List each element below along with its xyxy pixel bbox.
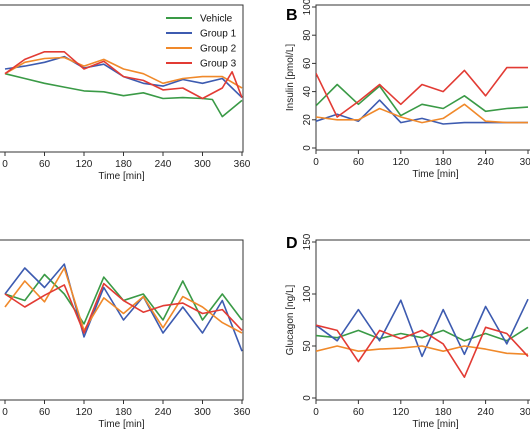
plot-frame — [315, 239, 530, 401]
x-tick-label: 120 — [76, 159, 93, 170]
x-tick-label: 0 — [2, 407, 8, 418]
series-line-vehicle — [316, 83, 529, 117]
series-line-group-3 — [4, 282, 243, 334]
y-tick-label: 100 — [302, 285, 313, 302]
series-line-vehicle — [316, 326, 529, 342]
x-tick-label: 120 — [392, 407, 409, 418]
x-tick-label: 240 — [155, 159, 172, 170]
series-line-group-1 — [316, 298, 529, 358]
x-tick-label: 240 — [155, 407, 172, 418]
legend-label: Group 3 — [200, 59, 237, 70]
x-tick-label: 180 — [115, 159, 132, 170]
series-line-group-1 — [4, 263, 243, 352]
x-tick-label: 120 — [76, 407, 93, 418]
x-axis-label: Time [min] — [412, 169, 459, 180]
legend-label: Vehicle — [200, 14, 233, 25]
x-tick-label: 60 — [39, 407, 51, 418]
series-line-group-3 — [316, 324, 529, 379]
series-line-group-2 — [4, 56, 243, 89]
x-tick-label: 360 — [234, 159, 251, 170]
y-axis-label: Insulin [pmol/L] — [285, 44, 296, 111]
x-tick-label: 300 — [194, 407, 211, 418]
y-tick-label: 100 — [302, 0, 313, 15]
series-line-group-2 — [316, 103, 528, 124]
panel-letter: D — [286, 235, 298, 252]
x-tick-label: 0 — [2, 159, 8, 170]
x-tick-label: 120 — [392, 157, 409, 168]
x-axis-label: Time [min] — [98, 419, 145, 430]
legend: Vehicle Group 1 Group 2 Group 3 — [166, 14, 237, 70]
x-tick-label: 360 — [234, 407, 251, 418]
x-tick-label: 240 — [477, 157, 494, 168]
y-tick-label: 80 — [302, 29, 313, 41]
y-tick-label: 60 — [302, 57, 313, 69]
series-line-vehicle — [4, 273, 243, 325]
series-line-group-3 — [4, 50, 243, 100]
panel-b: 0 60 120 180 240 300 0 20 40 60 80 100 Time [min] Ins… — [285, 0, 530, 180]
legend-label: Group 1 — [200, 29, 237, 40]
y-tick-label: 50 — [302, 340, 313, 352]
y-tick-label: 40 — [302, 86, 313, 98]
plot-frame — [0, 239, 244, 401]
panel-a: 0 60 120 180 240 300 360 Time [min] Vehicle Group… — [0, 4, 251, 182]
y-axis-label: Glucagon [ng/L] — [285, 284, 296, 355]
series-line-vehicle — [4, 72, 243, 118]
series-line-group-1 — [316, 99, 528, 125]
x-tick-label: 180 — [435, 407, 452, 418]
plot-frame — [315, 4, 530, 151]
x-tick-label: 0 — [313, 157, 319, 168]
series-line-group-2 — [4, 267, 243, 334]
x-tick-label: 180 — [435, 157, 452, 168]
x-axis-label: Time [min] — [98, 171, 145, 182]
x-tick-label: 300 — [520, 407, 530, 418]
panel-d: 0 60 120 180 240 300 0 50 100 150 Time [min] Glucag… — [285, 233, 530, 430]
series-line-group-2 — [316, 345, 529, 356]
x-tick-label: 60 — [353, 157, 365, 168]
plot-frame — [0, 4, 244, 153]
y-tick-label: 0 — [302, 395, 313, 401]
x-tick-label: 60 — [39, 159, 51, 170]
panel-letter: B — [286, 7, 298, 24]
y-tick-label: 150 — [302, 233, 313, 250]
y-tick-label: 20 — [302, 114, 313, 126]
x-tick-label: 0 — [313, 407, 319, 418]
panel-c: 0 60 120 180 240 300 360 Time [min] — [0, 239, 251, 430]
x-tick-label: 240 — [477, 407, 494, 418]
legend-label: Group 2 — [200, 44, 237, 55]
x-axis-label: Time [min] — [412, 419, 459, 430]
series-line-group-3 — [316, 66, 528, 118]
x-tick-label: 300 — [520, 157, 530, 168]
x-tick-label: 300 — [194, 159, 211, 170]
x-tick-label: 180 — [115, 407, 132, 418]
y-tick-label: 0 — [302, 145, 313, 151]
x-tick-label: 60 — [353, 407, 365, 418]
